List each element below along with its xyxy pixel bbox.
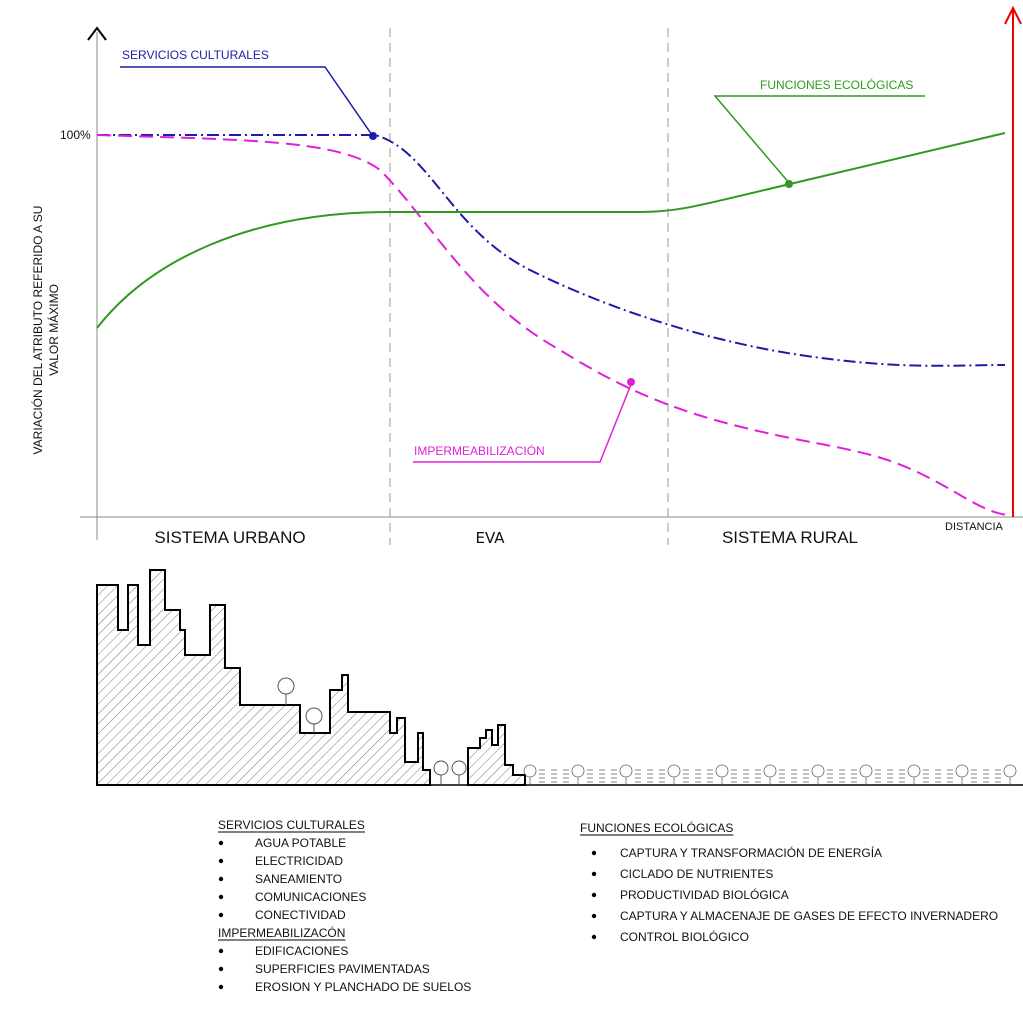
bullet: [592, 893, 596, 897]
bullet: [219, 859, 223, 863]
tree: [524, 765, 536, 777]
tree: [956, 765, 968, 777]
zone-label: EVA: [475, 529, 505, 547]
x-label: DISTANCIA: [945, 521, 1004, 533]
bullet: [592, 935, 596, 939]
bullet: [219, 877, 223, 881]
bullet: [592, 851, 596, 855]
callout-dot: [627, 378, 635, 386]
bullet: [219, 895, 223, 899]
tree: [716, 765, 728, 777]
bullet: [592, 914, 596, 918]
curve-label: IMPERMEABILIZACIÓN: [414, 443, 545, 458]
tree: [860, 765, 872, 777]
callout: [715, 96, 925, 184]
curve-label: FUNCIONES ECOLÓGICAS: [760, 77, 913, 92]
tree: [812, 765, 824, 777]
y-label: VALOR MÁXIMO: [46, 284, 61, 376]
tree: [668, 765, 680, 777]
legend-title: FUNCIONES ECOLÓGICAS: [580, 820, 733, 835]
legend: SERVICIOS CULTURALES AGUA POTABLE ELECTRIC…: [218, 818, 998, 994]
bullet: [219, 985, 223, 989]
bullet: [219, 913, 223, 917]
callout-dot: [785, 180, 793, 188]
legend-item: ELECTRICIDAD: [255, 854, 343, 868]
zone-label: SISTEMA URBANO: [154, 528, 305, 547]
y-max-label: 100%: [60, 128, 91, 142]
tree: [764, 765, 776, 777]
legend-item: CONECTIVIDAD: [255, 908, 346, 922]
legend-item: CICLADO DE NUTRIENTES: [620, 867, 773, 881]
bullet: [219, 949, 223, 953]
legend-item: CONTROL BIOLÓGICO: [620, 929, 749, 944]
legend-item: EROSION Y PLANCHADO DE SUELOS: [255, 980, 471, 994]
bullet: [219, 841, 223, 845]
legend-item: AGUA POTABLE: [255, 836, 346, 850]
eva-buildings: [468, 725, 525, 785]
vegetation: [524, 765, 1016, 785]
legend-item: CAPTURA Y TRANSFORMACIÓN DE ENERGÍA: [620, 845, 882, 860]
curve-impermeabilizacion: [97, 135, 1010, 515]
legend-title: SERVICIOS CULTURALES: [218, 818, 365, 832]
curve-funciones: [97, 133, 1005, 328]
curve-label: SERVICIOS CULTURALES: [122, 48, 269, 62]
tree: [572, 765, 584, 777]
legend-item: SANEAMIENTO: [255, 872, 342, 886]
zone-label: SISTEMA RURAL: [722, 528, 858, 547]
tree: [1004, 765, 1016, 777]
legend-item: COMUNICACIONES: [255, 890, 366, 904]
legend-item: EDIFICACIONES: [255, 944, 348, 958]
tree: [908, 765, 920, 777]
legend-item: SUPERFICIES PAVIMENTADAS: [255, 962, 430, 976]
callout: [120, 67, 372, 135]
legend-item: CAPTURA Y ALMACENAJE DE GASES DE EFECTO …: [620, 909, 998, 923]
legend-item: PRODUCTIVIDAD BIOLÓGICA: [620, 887, 789, 902]
bullet: [219, 967, 223, 971]
urban-skyline: [97, 570, 430, 785]
legend-title: IMPERMEABILIZACÓN: [218, 925, 345, 940]
diagram: 100% VARIACIÓN DEL ATRIBUTO REFERIDO A S…: [0, 0, 1023, 1021]
y-label: VARIACIÓN DEL ATRIBUTO REFERIDO A SU: [30, 206, 45, 455]
bullet: [592, 872, 596, 876]
curve-servicios: [97, 135, 1005, 366]
callout-dot: [369, 132, 377, 140]
tree: [620, 765, 632, 777]
